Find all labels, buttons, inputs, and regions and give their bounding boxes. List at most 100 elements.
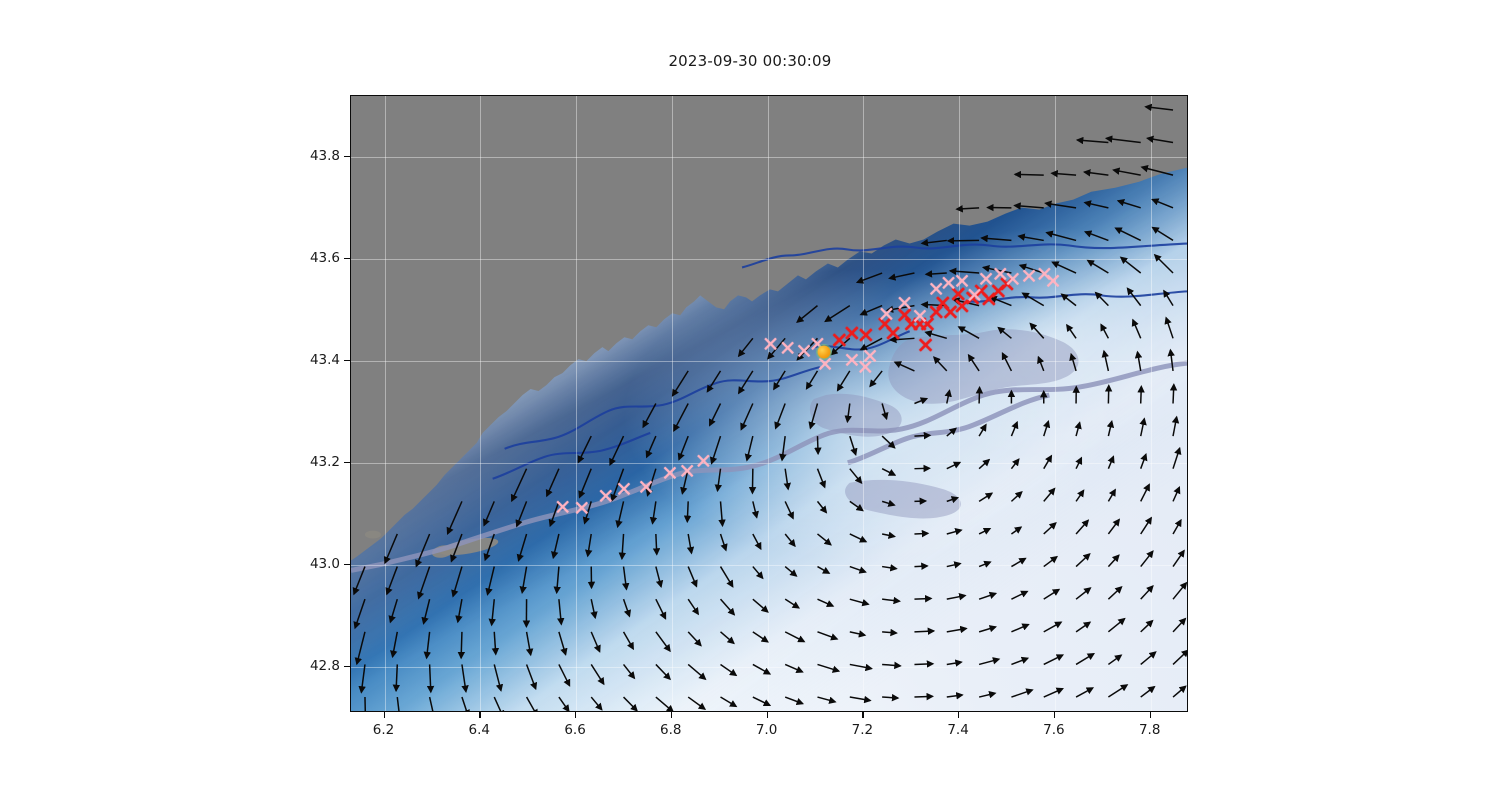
- current-arrow: [1074, 421, 1082, 437]
- current-arrow: [752, 533, 762, 551]
- primary-track-marker: ✕: [997, 272, 1017, 298]
- current-arrow: [946, 528, 963, 536]
- primary-track-marker: ✕: [883, 321, 903, 347]
- secondary-track-marker: ✕: [1044, 269, 1062, 294]
- current-arrow: [830, 337, 851, 356]
- gridline-vertical-6.8: [671, 96, 673, 711]
- current-arrow: [655, 696, 675, 711]
- map-axes[interactable]: ✕ ✕ ✕ ✕ ✕ ✕ ✕ ✕ ✕ ✕ ✕ ✕ ✕ ✕ ✕ ✕ ✕ ✕ ✕ ✕ ✕ ✕ ✕ ✕ ✕ ✕ ✕ ✕ ✕ ✕ ✕ ✕ ✕ ✕ ✕ ✕ ✕ ✕ ✕ ✕…: [350, 95, 1188, 712]
- current-arrow: [1140, 585, 1154, 600]
- current-arrow: [1107, 585, 1123, 600]
- xtick-label-7.4: 7.4: [947, 722, 969, 738]
- current-arrow: [1151, 226, 1174, 242]
- current-arrow: [1126, 287, 1142, 307]
- current-arrow: [752, 631, 769, 643]
- current-arrow: [516, 533, 528, 562]
- primary-track-marker: ✕: [989, 279, 1008, 305]
- current-arrow: [1153, 253, 1174, 274]
- current-arrow: [1075, 552, 1091, 568]
- current-arrow: [1107, 518, 1121, 535]
- gridline-vertical-6.4: [480, 96, 482, 711]
- current-arrow: [1060, 293, 1077, 307]
- current-arrow: [882, 628, 898, 637]
- secondary-track-marker: ✕: [816, 352, 834, 377]
- current-arrow: [888, 272, 915, 281]
- current-arrow: [1075, 456, 1083, 470]
- xtick-mark-7.0: [766, 712, 768, 718]
- secondary-track-marker: ✕: [678, 459, 696, 484]
- gridline-vertical-7.8: [1150, 96, 1152, 711]
- current-arrow: [491, 631, 500, 656]
- xtick-label-6.8: 6.8: [660, 722, 682, 738]
- current-arrow: [914, 594, 933, 603]
- current-arrow: [849, 565, 867, 574]
- secondary-track-marker: ✕: [953, 269, 971, 294]
- current-arrow: [551, 533, 560, 560]
- current-arrow: [817, 631, 839, 641]
- current-arrow: [849, 663, 873, 672]
- current-arrow: [914, 627, 936, 635]
- current-arrow: [920, 300, 947, 309]
- current-arrow: [844, 403, 852, 424]
- current-arrow: [773, 370, 786, 391]
- current-arrow: [417, 566, 431, 600]
- current-arrow: [488, 599, 496, 627]
- current-arrow: [1106, 419, 1115, 437]
- current-arrow: [618, 533, 627, 561]
- primary-track-marker: ✕: [952, 294, 972, 320]
- current-arrow: [622, 631, 634, 651]
- current-arrow: [1140, 651, 1157, 666]
- current-arrow: [946, 692, 964, 700]
- current-arrow: [415, 533, 431, 568]
- secondary-track-marker: ✕: [927, 277, 945, 302]
- primary-track-marker: ✕: [926, 301, 946, 327]
- current-arrow: [655, 598, 667, 620]
- gridline-horizontal-43.4: [351, 361, 1187, 363]
- current-arrow: [1043, 621, 1063, 633]
- current-arrow: [881, 531, 896, 539]
- current-arrow: [545, 468, 560, 498]
- current-arrow: [784, 696, 805, 706]
- current-arrow: [752, 598, 769, 613]
- current-arrow: [1172, 581, 1187, 600]
- current-arrow: [687, 663, 707, 681]
- current-arrow: [655, 663, 671, 681]
- ytick-mark-43.0: [344, 564, 350, 566]
- secondary-track-marker: ✕: [778, 336, 797, 361]
- current-arrow: [1140, 483, 1150, 502]
- current-arrow: [709, 435, 722, 465]
- current-arrow: [482, 501, 495, 527]
- current-arrow: [784, 501, 794, 520]
- current-arrow: [1146, 135, 1174, 144]
- current-arrow: [737, 370, 754, 395]
- current-arrow: [1010, 526, 1023, 535]
- current-arrow: [783, 468, 791, 491]
- secondary-track-marker: ✕: [895, 291, 914, 316]
- current-arrow: [946, 593, 967, 601]
- primary-track-marker: ✕: [948, 282, 968, 308]
- primary-track-marker: ✕: [941, 301, 960, 327]
- current-arrow: [455, 599, 463, 624]
- track-markers-layer: ✕ ✕ ✕ ✕ ✕ ✕ ✕ ✕ ✕ ✕ ✕ ✕ ✕ ✕ ✕ ✕ ✕ ✕ ✕ ✕ ✕ ✕ ✕ ✕ ✕ ✕ ✕ ✕ ✕ ✕ ✕ ✕ ✕ ✕ ✕ ✕ ✕ ✕ ✕ ✕…: [351, 96, 1187, 711]
- current-arrow: [882, 661, 902, 670]
- gridline-horizontal-43.0: [351, 565, 1187, 567]
- current-arrow: [978, 492, 994, 503]
- gridline-vertical-6.2: [384, 96, 386, 711]
- current-arrow: [719, 566, 734, 588]
- current-arrow: [1171, 415, 1180, 437]
- current-arrow: [1017, 233, 1044, 242]
- current-arrow: [577, 435, 592, 464]
- current-arrow: [557, 599, 565, 626]
- primary-track-marker: ✕: [979, 288, 999, 313]
- current-arrow: [519, 566, 528, 594]
- current-arrow: [718, 501, 726, 528]
- current-arrow: [924, 330, 947, 340]
- current-arrow: [1011, 688, 1034, 698]
- current-arrow: [978, 691, 997, 699]
- current-arrow: [1043, 454, 1053, 470]
- current-arrow: [1100, 323, 1110, 339]
- xtick-label-7.6: 7.6: [1043, 722, 1065, 738]
- current-arrow: [914, 692, 935, 701]
- gridline-horizontal-43.2: [351, 463, 1187, 465]
- current-arrow: [1140, 516, 1152, 535]
